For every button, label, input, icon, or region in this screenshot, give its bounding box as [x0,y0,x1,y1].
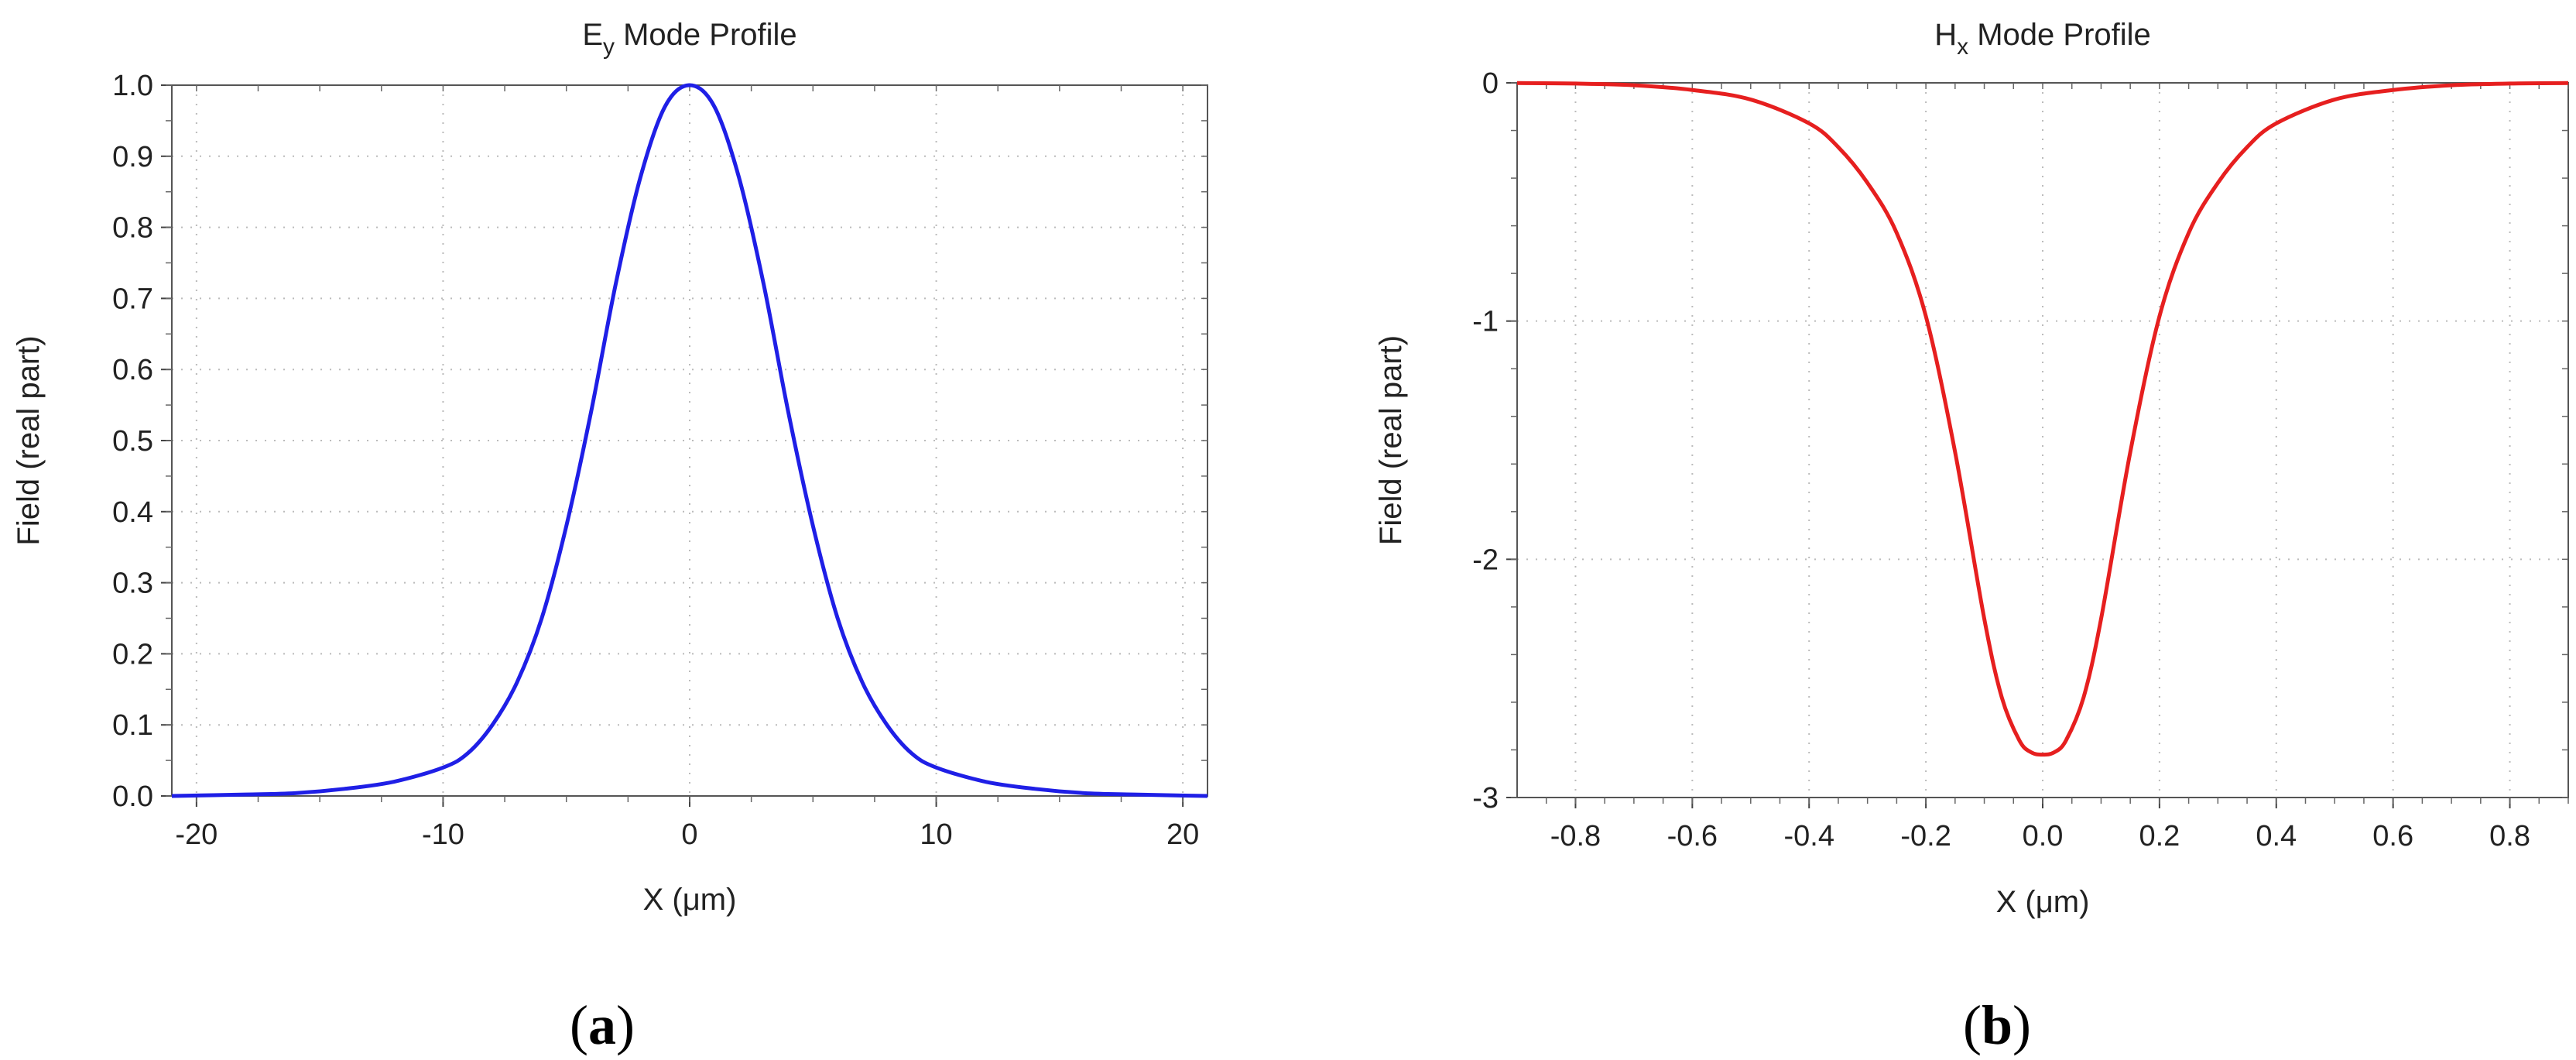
panel-a-label: (a) [570,994,635,1056]
x-tick-label: 10 [920,818,952,851]
x-tick-label: -0.4 [1783,820,1834,852]
x-tick-label: 0 [681,818,697,851]
panel-b-plot-frame [1516,82,2569,798]
title-main: H [1934,18,1957,52]
title-rest: Mode Profile [1968,18,2151,52]
series-line [171,83,1208,798]
panel-b-label: (b) [1963,994,2031,1056]
panel-b-label-letter: b [1982,994,2012,1056]
x-tick-label: 0.2 [2139,820,2180,852]
title-rest: Mode Profile [615,18,797,52]
y-tick-label: 0.0 [112,780,153,813]
y-tick-label: 0.9 [112,141,153,173]
y-tick-label: -2 [1472,544,1499,576]
panel-a-grid [172,85,1208,796]
panel-a-x-axis-label: X (μm) [643,883,737,917]
x-tick-label: -0.2 [1900,820,1951,852]
y-tick-label: 0.7 [112,283,153,315]
x-tick-label: -10 [422,818,464,851]
y-tick-label: 0.1 [112,709,153,742]
x-tick-label: 0.4 [2256,820,2297,852]
title-main: E [582,18,603,52]
panel-a-label-letter: a [588,994,616,1056]
panel-a-title: Ey Mode Profile [582,18,796,60]
panel-b-grid [1517,83,2568,798]
y-tick-label: 1.0 [112,70,153,102]
panel-b-chart: Hx Mode Profile -0.8 -0.6 -0.4 -0.2 0.0 0.2 0.… [1374,18,2569,1056]
panel-b-x-axis-label: X (μm) [1996,885,2090,919]
series-line [1516,81,2569,757]
x-tick-label: 0.6 [2372,820,2413,852]
panel-a-ticks: -20 -10 0 10 20 0.0 0.1 0.2 0.3 0.4 0.5 0.6 0.7 0.8 0.… [112,70,1208,851]
panel-b-title: Hx Mode Profile [1934,18,2151,60]
y-tick-label: 0.6 [112,354,153,386]
y-tick-label: 0.8 [112,212,153,245]
y-tick-label: 0.4 [112,496,153,529]
panel-a-series [171,83,1208,798]
y-tick-label: -1 [1472,306,1499,338]
panel-b-ticks: -0.8 -0.6 -0.4 -0.2 0.0 0.2 0.4 0.6 0.8 -3 -2 -1 0 [1472,67,2569,852]
x-tick-label: -0.6 [1667,820,1718,852]
x-tick-label: -20 [175,818,218,851]
y-tick-label: 0.5 [112,425,153,458]
x-tick-label: 20 [1166,818,1199,851]
panel-a-chart: Ey Mode Profile -20 -10 0 10 20 0.0 0.1 0.2 0.3 0… [12,18,1208,1056]
panel-b-series [1516,81,2569,757]
x-tick-label: 0.0 [2023,820,2064,852]
y-tick-label: 0.2 [112,638,153,671]
y-tick-label: 0.3 [112,568,153,600]
x-tick-label: 0.8 [2489,820,2530,852]
title-subscript: y [603,34,615,60]
title-subscript: x [1957,34,1968,60]
y-tick-label: 0 [1482,67,1499,100]
y-tick-label: -3 [1472,782,1499,815]
panel-a-y-axis-label: Field (real part) [12,335,46,545]
x-tick-label: -0.8 [1550,820,1601,852]
panel-b-y-axis-label: Field (real part) [1374,335,1408,545]
